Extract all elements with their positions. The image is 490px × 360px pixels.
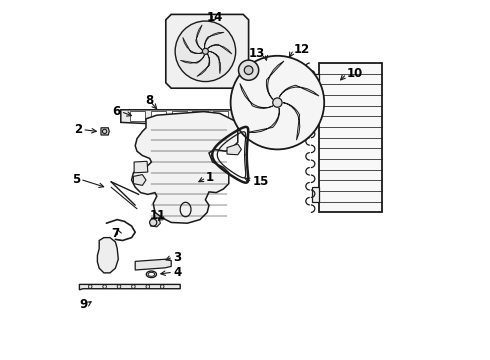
Polygon shape bbox=[130, 111, 145, 121]
Polygon shape bbox=[180, 55, 205, 63]
Polygon shape bbox=[213, 111, 228, 121]
Text: 14: 14 bbox=[206, 11, 222, 24]
Polygon shape bbox=[312, 74, 319, 88]
Circle shape bbox=[231, 56, 324, 149]
Polygon shape bbox=[172, 111, 187, 121]
Polygon shape bbox=[133, 175, 146, 185]
Circle shape bbox=[149, 219, 157, 226]
Polygon shape bbox=[135, 259, 171, 270]
Polygon shape bbox=[247, 108, 279, 132]
Circle shape bbox=[102, 129, 107, 134]
Polygon shape bbox=[134, 161, 148, 173]
Text: 4: 4 bbox=[173, 266, 181, 279]
Circle shape bbox=[202, 48, 208, 54]
Text: 10: 10 bbox=[346, 67, 363, 80]
Polygon shape bbox=[319, 63, 382, 212]
Polygon shape bbox=[98, 238, 118, 273]
Text: 13: 13 bbox=[248, 47, 265, 60]
Circle shape bbox=[273, 98, 282, 107]
Polygon shape bbox=[121, 110, 250, 128]
Polygon shape bbox=[250, 110, 263, 126]
Polygon shape bbox=[79, 284, 180, 290]
Text: 6: 6 bbox=[113, 105, 121, 118]
Polygon shape bbox=[209, 51, 220, 74]
Polygon shape bbox=[166, 14, 248, 88]
Text: 5: 5 bbox=[72, 173, 80, 186]
Polygon shape bbox=[283, 103, 300, 140]
Text: 11: 11 bbox=[149, 209, 166, 222]
Circle shape bbox=[175, 21, 236, 82]
Circle shape bbox=[245, 66, 253, 75]
Text: 2: 2 bbox=[74, 123, 82, 136]
Polygon shape bbox=[183, 37, 202, 54]
Polygon shape bbox=[279, 85, 319, 97]
Polygon shape bbox=[197, 54, 210, 77]
Text: 9: 9 bbox=[79, 298, 87, 311]
Text: 3: 3 bbox=[173, 251, 181, 264]
Polygon shape bbox=[312, 187, 319, 202]
Polygon shape bbox=[267, 61, 284, 99]
Circle shape bbox=[239, 60, 259, 80]
Text: 15: 15 bbox=[252, 175, 269, 188]
Polygon shape bbox=[240, 84, 273, 108]
Text: 7: 7 bbox=[111, 227, 119, 240]
Polygon shape bbox=[208, 44, 232, 54]
Polygon shape bbox=[132, 112, 238, 223]
Polygon shape bbox=[193, 111, 208, 121]
Polygon shape bbox=[196, 25, 202, 50]
Text: 12: 12 bbox=[294, 43, 310, 56]
Text: 1: 1 bbox=[206, 171, 214, 184]
Polygon shape bbox=[151, 218, 160, 227]
Polygon shape bbox=[204, 32, 224, 48]
Polygon shape bbox=[151, 111, 166, 121]
Polygon shape bbox=[101, 128, 109, 135]
Text: 8: 8 bbox=[146, 94, 154, 107]
Polygon shape bbox=[227, 144, 242, 155]
